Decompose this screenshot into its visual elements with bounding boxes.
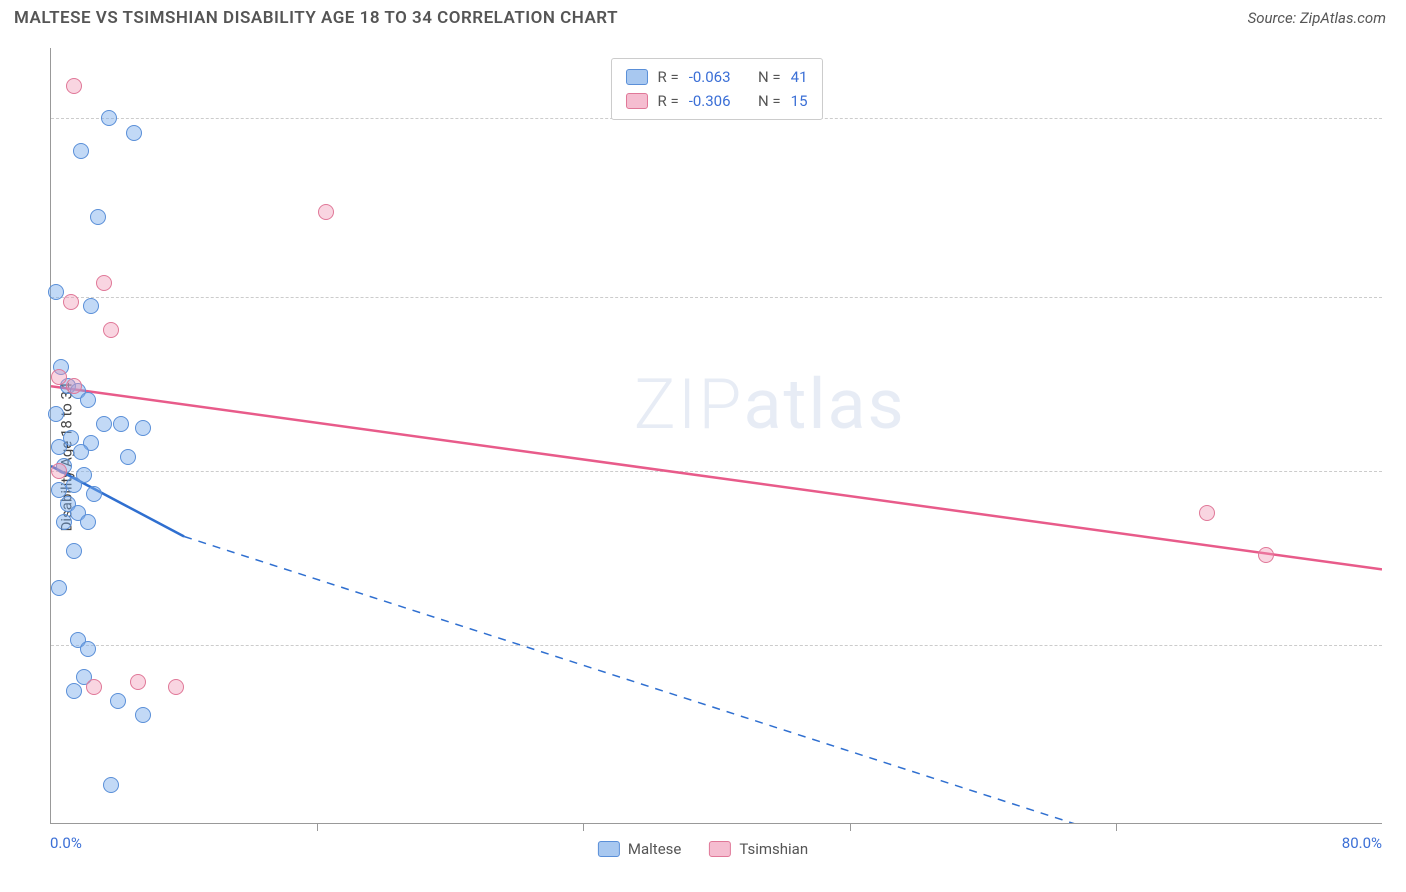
data-point — [101, 110, 117, 126]
ytick-label: 15.0% — [1392, 125, 1406, 143]
data-point — [318, 204, 334, 220]
n-label: N = — [758, 89, 781, 113]
data-point — [80, 641, 96, 657]
data-point — [73, 444, 89, 460]
x-max-label: 80.0% — [1342, 834, 1382, 852]
n-value-tsimshian: 15 — [791, 89, 808, 113]
data-point — [90, 209, 106, 225]
legend-item-maltese: Maltese — [598, 840, 681, 858]
swatch-maltese — [625, 69, 647, 85]
xtick — [1116, 823, 1117, 831]
data-point — [48, 406, 64, 422]
ytick-label: 11.2% — [1392, 304, 1406, 322]
r-value-maltese: -0.063 — [689, 65, 731, 89]
n-value-maltese: 41 — [791, 65, 808, 89]
xtick — [583, 823, 584, 831]
data-point — [51, 369, 67, 385]
data-point — [51, 463, 67, 479]
r-label: R = — [657, 89, 678, 113]
xtick — [850, 823, 851, 831]
chart-title: MALTESE VS TSIMSHIAN DISABILITY AGE 18 T… — [14, 8, 618, 28]
xtick — [317, 823, 318, 831]
gridline-h — [51, 471, 1382, 472]
data-point — [86, 486, 102, 502]
legend-row-maltese: R = -0.063 N = 41 — [625, 65, 807, 89]
data-point — [103, 777, 119, 793]
data-point — [66, 683, 82, 699]
data-point — [120, 449, 136, 465]
data-point — [1258, 547, 1274, 563]
watermark: ZIPatlas — [634, 364, 906, 446]
data-point — [1199, 505, 1215, 521]
swatch-maltese-bottom — [598, 841, 620, 857]
data-point — [66, 543, 82, 559]
data-point — [66, 477, 82, 493]
data-point — [80, 392, 96, 408]
chart-container: Disability Age 18 to 34 ZIPatlas R = -0.… — [14, 42, 1392, 872]
legend-correlation: R = -0.063 N = 41 R = -0.306 N = 15 — [610, 58, 822, 120]
data-point — [48, 284, 64, 300]
legend-label-tsimshian: Tsimshian — [739, 840, 808, 858]
n-label: N = — [758, 65, 781, 89]
plot-area: ZIPatlas R = -0.063 N = 41 R = -0.306 N … — [50, 48, 1382, 824]
data-point — [56, 514, 72, 530]
data-point — [110, 693, 126, 709]
ytick-label: 7.5% — [1392, 478, 1406, 496]
gridline-h — [51, 297, 1382, 298]
data-point — [86, 679, 102, 695]
x-min-label: 0.0% — [50, 834, 82, 852]
data-point — [66, 78, 82, 94]
ytick-label: 3.8% — [1392, 652, 1406, 670]
gridline-h — [51, 645, 1382, 646]
data-point — [103, 322, 119, 338]
data-point — [51, 580, 67, 596]
r-value-tsimshian: -0.306 — [689, 89, 731, 113]
data-point — [80, 514, 96, 530]
data-point — [135, 420, 151, 436]
data-point — [63, 294, 79, 310]
legend-row-tsimshian: R = -0.306 N = 15 — [625, 89, 807, 113]
data-point — [51, 439, 67, 455]
data-point — [168, 679, 184, 695]
chart-source: Source: ZipAtlas.com — [1248, 9, 1386, 27]
legend-label-maltese: Maltese — [628, 840, 681, 858]
data-point — [96, 416, 112, 432]
data-point — [83, 298, 99, 314]
legend-item-tsimshian: Tsimshian — [709, 840, 808, 858]
r-label: R = — [657, 65, 678, 89]
data-point — [130, 674, 146, 690]
data-point — [96, 275, 112, 291]
legend-series: Maltese Tsimshian — [598, 840, 808, 858]
swatch-tsimshian-bottom — [709, 841, 731, 857]
data-point — [135, 707, 151, 723]
trend-lines-svg — [51, 48, 1382, 823]
data-point — [66, 378, 82, 394]
data-point — [126, 125, 142, 141]
data-point — [113, 416, 129, 432]
data-point — [73, 143, 89, 159]
swatch-tsimshian — [625, 93, 647, 109]
